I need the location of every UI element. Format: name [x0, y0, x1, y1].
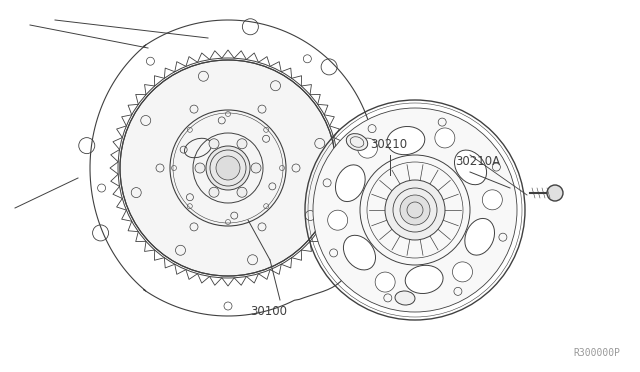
Circle shape: [237, 187, 247, 197]
Circle shape: [209, 187, 219, 197]
Circle shape: [385, 180, 445, 240]
Circle shape: [358, 138, 378, 158]
Text: 30210: 30210: [370, 138, 407, 151]
Ellipse shape: [465, 218, 495, 255]
Circle shape: [435, 128, 455, 148]
Circle shape: [209, 139, 219, 149]
Circle shape: [313, 108, 517, 312]
Circle shape: [452, 262, 472, 282]
Circle shape: [206, 146, 250, 190]
Circle shape: [237, 139, 247, 149]
Circle shape: [216, 156, 240, 180]
Ellipse shape: [344, 235, 376, 270]
Circle shape: [328, 210, 348, 230]
Text: 30210A: 30210A: [455, 155, 500, 168]
Circle shape: [483, 190, 502, 210]
Circle shape: [400, 195, 430, 225]
Circle shape: [547, 185, 563, 201]
Circle shape: [195, 163, 205, 173]
Ellipse shape: [395, 291, 415, 305]
Circle shape: [251, 163, 261, 173]
Ellipse shape: [387, 126, 425, 155]
Circle shape: [120, 60, 336, 276]
Text: R300000P: R300000P: [573, 348, 620, 358]
Ellipse shape: [346, 134, 368, 150]
Text: 30100: 30100: [250, 305, 287, 318]
Circle shape: [375, 272, 395, 292]
Ellipse shape: [454, 150, 486, 185]
Ellipse shape: [405, 265, 443, 294]
Ellipse shape: [335, 165, 365, 202]
